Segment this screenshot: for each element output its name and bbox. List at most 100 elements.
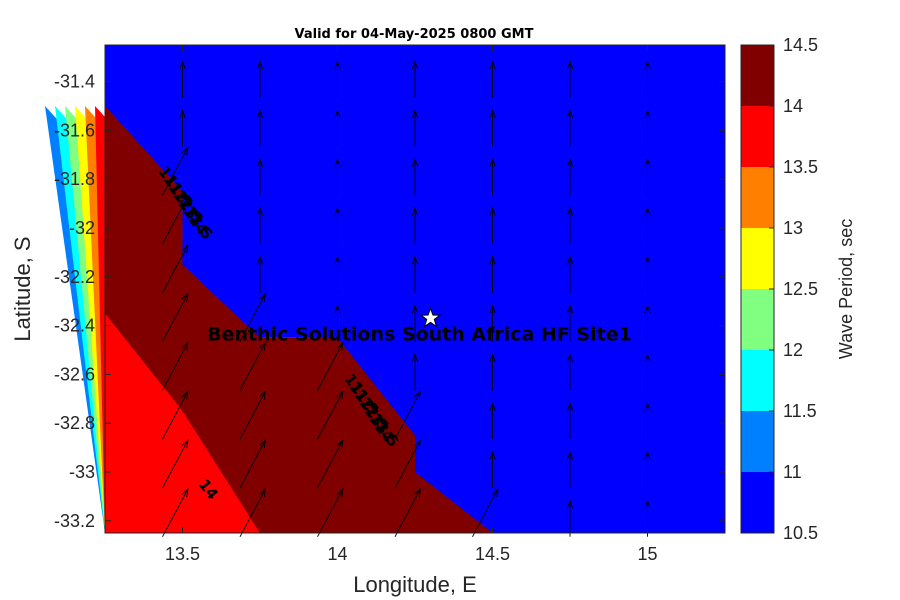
colorbar-tick-label: 10.5 bbox=[783, 523, 818, 543]
wave-vector bbox=[162, 390, 189, 440]
x-tick-label: 13.5 bbox=[165, 544, 200, 564]
y-tick-label: -32.8 bbox=[54, 413, 95, 433]
wave-vector bbox=[566, 353, 574, 391]
wave-vector bbox=[162, 341, 189, 391]
wave-vector bbox=[162, 292, 189, 342]
y-tick-label: -31.4 bbox=[54, 72, 95, 92]
wave-vector bbox=[644, 157, 651, 196]
wave-vector bbox=[644, 109, 651, 147]
wave-vector bbox=[489, 60, 496, 98]
wave-vector bbox=[411, 353, 419, 391]
wave-vector bbox=[566, 157, 574, 196]
y-tick-label: -32.4 bbox=[54, 316, 95, 336]
y-tick-label: -32.6 bbox=[54, 364, 95, 384]
y-tick-label: -31.8 bbox=[54, 169, 95, 189]
colorbar-swatch bbox=[741, 167, 774, 228]
wave-vector bbox=[334, 206, 341, 244]
wave-vector bbox=[566, 206, 574, 244]
x-axis-label: Longitude, E bbox=[353, 572, 477, 597]
wave-vector bbox=[256, 157, 264, 196]
wave-vector bbox=[566, 450, 574, 488]
wave-direction-vectors bbox=[162, 60, 651, 538]
wave-vector bbox=[411, 206, 419, 244]
contour-bands bbox=[45, 106, 493, 533]
wave-vector bbox=[489, 157, 496, 196]
wave-vector bbox=[162, 243, 189, 294]
chart-title: Valid for 04-May-2025 0800 GMT bbox=[295, 27, 534, 42]
wave-vector bbox=[644, 304, 651, 342]
colorbar-tick-label: 11 bbox=[783, 462, 802, 482]
wave-vector bbox=[334, 157, 341, 196]
wave-vector bbox=[489, 255, 496, 293]
colorbar-tick-label: 12 bbox=[783, 340, 803, 360]
y-tick-label: -33 bbox=[69, 462, 95, 482]
wave-vector bbox=[644, 401, 651, 440]
wave-vector bbox=[239, 439, 266, 489]
wave-vector bbox=[644, 206, 651, 244]
wave-vector bbox=[334, 60, 341, 98]
x-axis: 13.5 14 14.5 15 bbox=[165, 45, 658, 564]
wave-vector bbox=[411, 304, 419, 342]
wave-vector bbox=[394, 487, 421, 538]
wave-vector bbox=[489, 206, 496, 244]
wave-vector bbox=[162, 146, 189, 196]
wave-vector bbox=[566, 499, 574, 537]
wave-vector bbox=[239, 341, 266, 391]
wave-vector bbox=[394, 439, 421, 489]
wave-vector bbox=[411, 109, 419, 147]
wave-vector bbox=[256, 206, 264, 244]
plot-area: 1111.51212.51313.5141111.51212.51313.514… bbox=[45, 44, 726, 538]
colorbar-swatch bbox=[741, 472, 774, 533]
site-label: Benthic Solutions South Africa HF Site1 bbox=[207, 323, 632, 345]
wave-vector bbox=[317, 390, 344, 440]
region-14-14.5 bbox=[105, 106, 493, 533]
wave-vector bbox=[317, 341, 344, 391]
wave-vector bbox=[239, 292, 266, 342]
wave-vector bbox=[566, 60, 574, 98]
wave-vector bbox=[411, 60, 419, 98]
wave-vector bbox=[566, 255, 574, 293]
wave-vector bbox=[566, 304, 574, 342]
wave-vector bbox=[566, 109, 574, 147]
wave-vector bbox=[644, 450, 651, 488]
wave-vector bbox=[256, 109, 264, 147]
wave-vector bbox=[317, 487, 344, 538]
wave-vector bbox=[334, 304, 341, 342]
wave-vector bbox=[566, 401, 574, 440]
colorbar-swatch bbox=[741, 106, 774, 167]
wave-vector bbox=[256, 60, 264, 98]
y-tick-label: -33.2 bbox=[54, 511, 95, 531]
wave-vector bbox=[489, 450, 496, 488]
colorbar-swatch bbox=[741, 289, 774, 350]
wave-vector bbox=[317, 439, 344, 489]
site-marker-group: Benthic Solutions South Africa HF Site1 bbox=[207, 306, 632, 345]
colorbar-tick-label: 14.5 bbox=[783, 35, 818, 55]
y-tick-label: -31.6 bbox=[54, 120, 95, 140]
plot-frame bbox=[104, 44, 726, 534]
wave-vector bbox=[489, 401, 496, 440]
wave-vector bbox=[334, 255, 341, 293]
wave-vector bbox=[489, 353, 496, 391]
x-tick-label: 14 bbox=[327, 544, 347, 564]
wave-vector bbox=[179, 60, 186, 98]
colorbar-label: Wave Period, sec bbox=[836, 219, 856, 359]
colorbar-swatch bbox=[741, 45, 774, 106]
wave-vector bbox=[162, 487, 189, 538]
wave-vector bbox=[644, 255, 651, 293]
y-axis: -31.4 -31.6 -31.8 -32 -32.2 -32.4 -32.6 -32.8 -3… bbox=[54, 72, 725, 531]
colorbar-swatch bbox=[741, 411, 774, 472]
wave-vector bbox=[394, 390, 421, 440]
wave-vector bbox=[334, 109, 341, 147]
wave-vector bbox=[472, 487, 499, 538]
wave-vector bbox=[162, 439, 189, 489]
wave-vector bbox=[489, 109, 496, 147]
colorbar-swatch bbox=[741, 228, 774, 289]
wave-vector bbox=[644, 353, 651, 391]
wave-vector bbox=[489, 304, 496, 342]
colorbar-tick-label: 14 bbox=[783, 96, 803, 116]
y-axis-label: Latitude, S bbox=[10, 236, 35, 341]
x-tick-label: 15 bbox=[637, 544, 657, 564]
y-tick-label: -32 bbox=[69, 218, 95, 238]
wave-vector bbox=[239, 390, 266, 440]
